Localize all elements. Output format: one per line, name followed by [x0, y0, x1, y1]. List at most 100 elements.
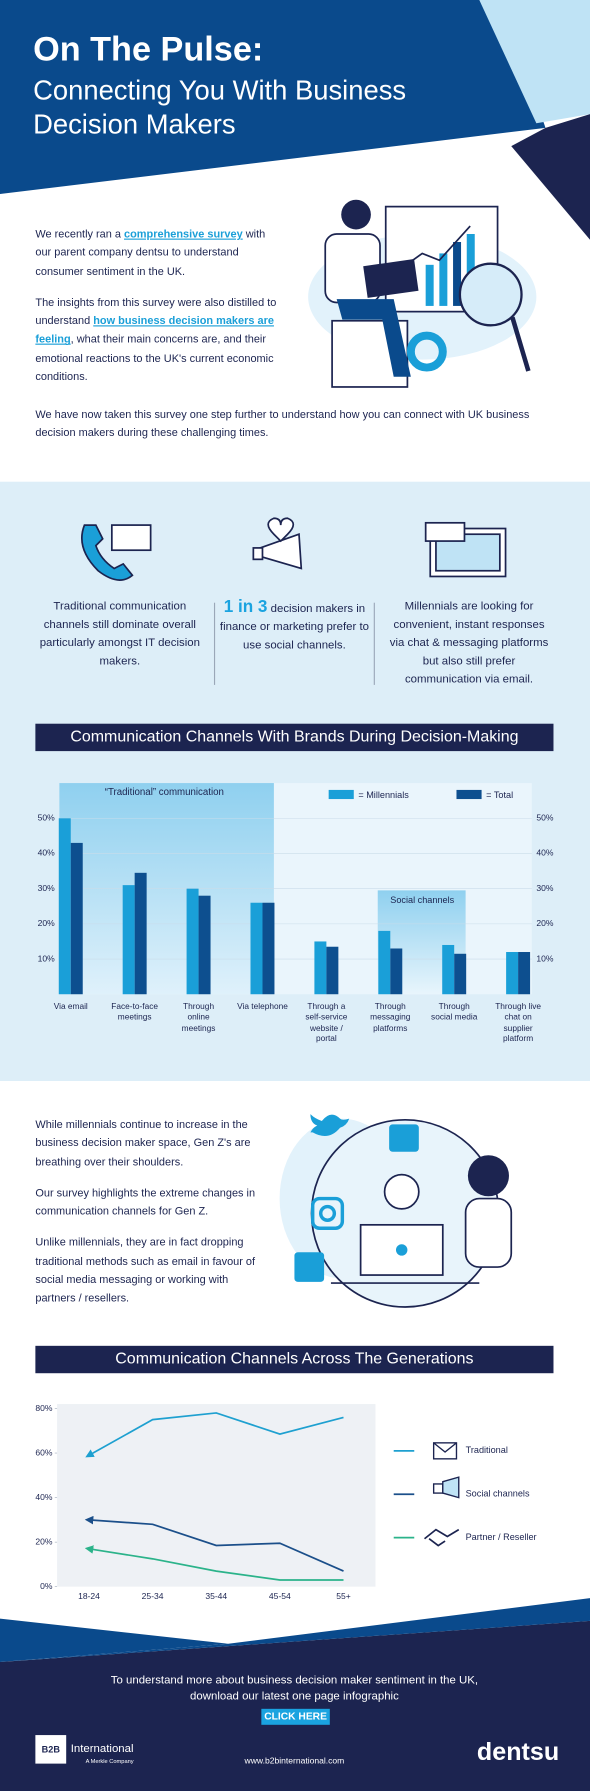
bar	[442, 944, 455, 995]
tagline: A Merkle Company	[86, 1759, 134, 1765]
bar	[58, 818, 71, 995]
bar	[262, 902, 275, 995]
header-accent	[479, 0, 590, 124]
legend-icons	[423, 1442, 460, 1547]
legend-label: Social channels	[466, 1489, 530, 1499]
intro: We recently ran a comprehensive survey w…	[35, 226, 277, 400]
genz-text: While millennials continue to increase i…	[35, 1116, 269, 1321]
text: , what their main concerns are, and thei…	[35, 333, 274, 384]
annotation: “Traditional” communication	[105, 787, 224, 798]
legend-label: = Millennials	[358, 790, 409, 800]
text: with our parent company dentsu to unders…	[35, 228, 266, 279]
legend-label: Traditional	[466, 1445, 508, 1455]
x-tick-label: Through a self-service website / portal	[305, 1001, 348, 1044]
stat: 1 in 3 decision makers in finance or mar…	[211, 598, 378, 655]
paragraph: Unlike millennials, they are in fact dro…	[35, 1236, 256, 1306]
bar	[70, 842, 83, 995]
plot-area	[57, 1404, 376, 1587]
line	[84, 1515, 344, 1572]
url: www.b2binternational.com	[244, 1756, 345, 1766]
chart-title: Communication Channels With Brands Durin…	[70, 729, 518, 746]
y2-tick-label: 20%	[536, 918, 554, 928]
x-tick-label: 35-44	[205, 1591, 227, 1601]
bar	[314, 941, 327, 995]
x-tick-label: Face-to-face meetings	[111, 1001, 159, 1022]
subtitle: Connecting You With Business Decision Ma…	[33, 75, 407, 141]
y2-tick-label: 10%	[536, 953, 554, 963]
y-tick-label: 40%	[35, 1492, 53, 1502]
paragraph: We have now taken this survey one step f…	[35, 408, 530, 440]
brand: dentsu	[477, 1738, 559, 1766]
y2-tick-label: 40%	[536, 848, 554, 858]
y-tick-label: 30%	[38, 883, 56, 893]
bar	[250, 902, 263, 995]
text: decision makers in finance or marketing …	[219, 602, 369, 652]
x-tick-label: Through online meetings	[181, 1001, 216, 1033]
y2-tick-label: 50%	[536, 813, 554, 823]
x-tick-label: Through social media	[431, 1001, 478, 1022]
legend-label: Partner / Reseller	[466, 1532, 537, 1542]
legend-swatch	[328, 789, 354, 800]
stat: Traditional communication channels still…	[39, 600, 200, 668]
cta-button[interactable]	[261, 1708, 330, 1725]
stat: Millennials are looking for convenient, …	[389, 600, 549, 687]
cta-text: To understand more about business decisi…	[110, 1674, 479, 1704]
x-tick-label: Through live chat on supplier platform	[495, 1001, 542, 1044]
paragraph: While millennials continue to increase i…	[35, 1118, 251, 1169]
bar	[390, 948, 403, 995]
x-tick-label: 25-34	[142, 1591, 164, 1601]
paragraph: We recently ran a comprehensive survey w…	[35, 226, 277, 282]
y-tick-label: 80%	[35, 1403, 53, 1413]
company: International	[71, 1743, 134, 1755]
chart-title-bar	[35, 723, 554, 752]
bar	[454, 953, 467, 995]
cta-button-label[interactable]: CLICK HERE	[264, 1712, 327, 1723]
x-tick-label: 55+	[336, 1591, 351, 1601]
text: We recently ran a	[35, 228, 121, 241]
header-accent-dark	[511, 114, 590, 240]
x-tick-label: Through messaging platforms	[370, 1001, 411, 1033]
y-tick-label: 20%	[38, 918, 56, 928]
line	[85, 1412, 344, 1458]
x-tick-label: Via telephone	[237, 1001, 288, 1012]
bar	[186, 888, 199, 995]
y2-tick-label: 30%	[536, 883, 554, 893]
y-tick-label: 20%	[35, 1536, 53, 1546]
paragraph: Our survey highlights the extreme change…	[35, 1187, 256, 1219]
chart-title: Communication Channels Across The Genera…	[115, 1351, 473, 1368]
y-tick-label: 40%	[38, 848, 56, 858]
y-tick-label: 60%	[35, 1447, 53, 1457]
annotation: Social channels	[390, 895, 454, 905]
stat-highlight: 1 in 3	[223, 597, 268, 617]
logo: B2B	[42, 1744, 61, 1754]
bar	[518, 952, 531, 995]
y-tick-label: 50%	[38, 813, 56, 823]
bar	[326, 946, 339, 995]
title: On The Pulse:	[33, 30, 264, 69]
paragraph: The insights from this survey were also …	[35, 294, 277, 387]
bar	[122, 885, 135, 995]
footer-band	[0, 1620, 590, 1791]
intro-illustration	[308, 199, 537, 388]
chart-title-bar	[35, 1345, 554, 1374]
bar	[134, 872, 147, 995]
link[interactable]: how business decision makers are feeling	[35, 315, 274, 347]
y-tick-label: 10%	[38, 953, 56, 963]
link[interactable]: comprehensive survey	[124, 228, 243, 241]
logo-box	[35, 1735, 67, 1764]
line	[84, 1545, 344, 1581]
bar	[198, 895, 211, 995]
footer-accent	[0, 1618, 229, 1663]
header-band	[0, 0, 546, 195]
y-tick-label: 0%	[40, 1581, 53, 1591]
genz-illustration	[279, 1114, 513, 1308]
x-tick-label: Via email	[53, 1001, 88, 1012]
bar	[378, 930, 391, 995]
text: The insights from this survey were also …	[35, 296, 277, 328]
bar	[506, 952, 519, 995]
stat-icons	[81, 517, 507, 685]
legend-label: = Total	[486, 790, 513, 800]
